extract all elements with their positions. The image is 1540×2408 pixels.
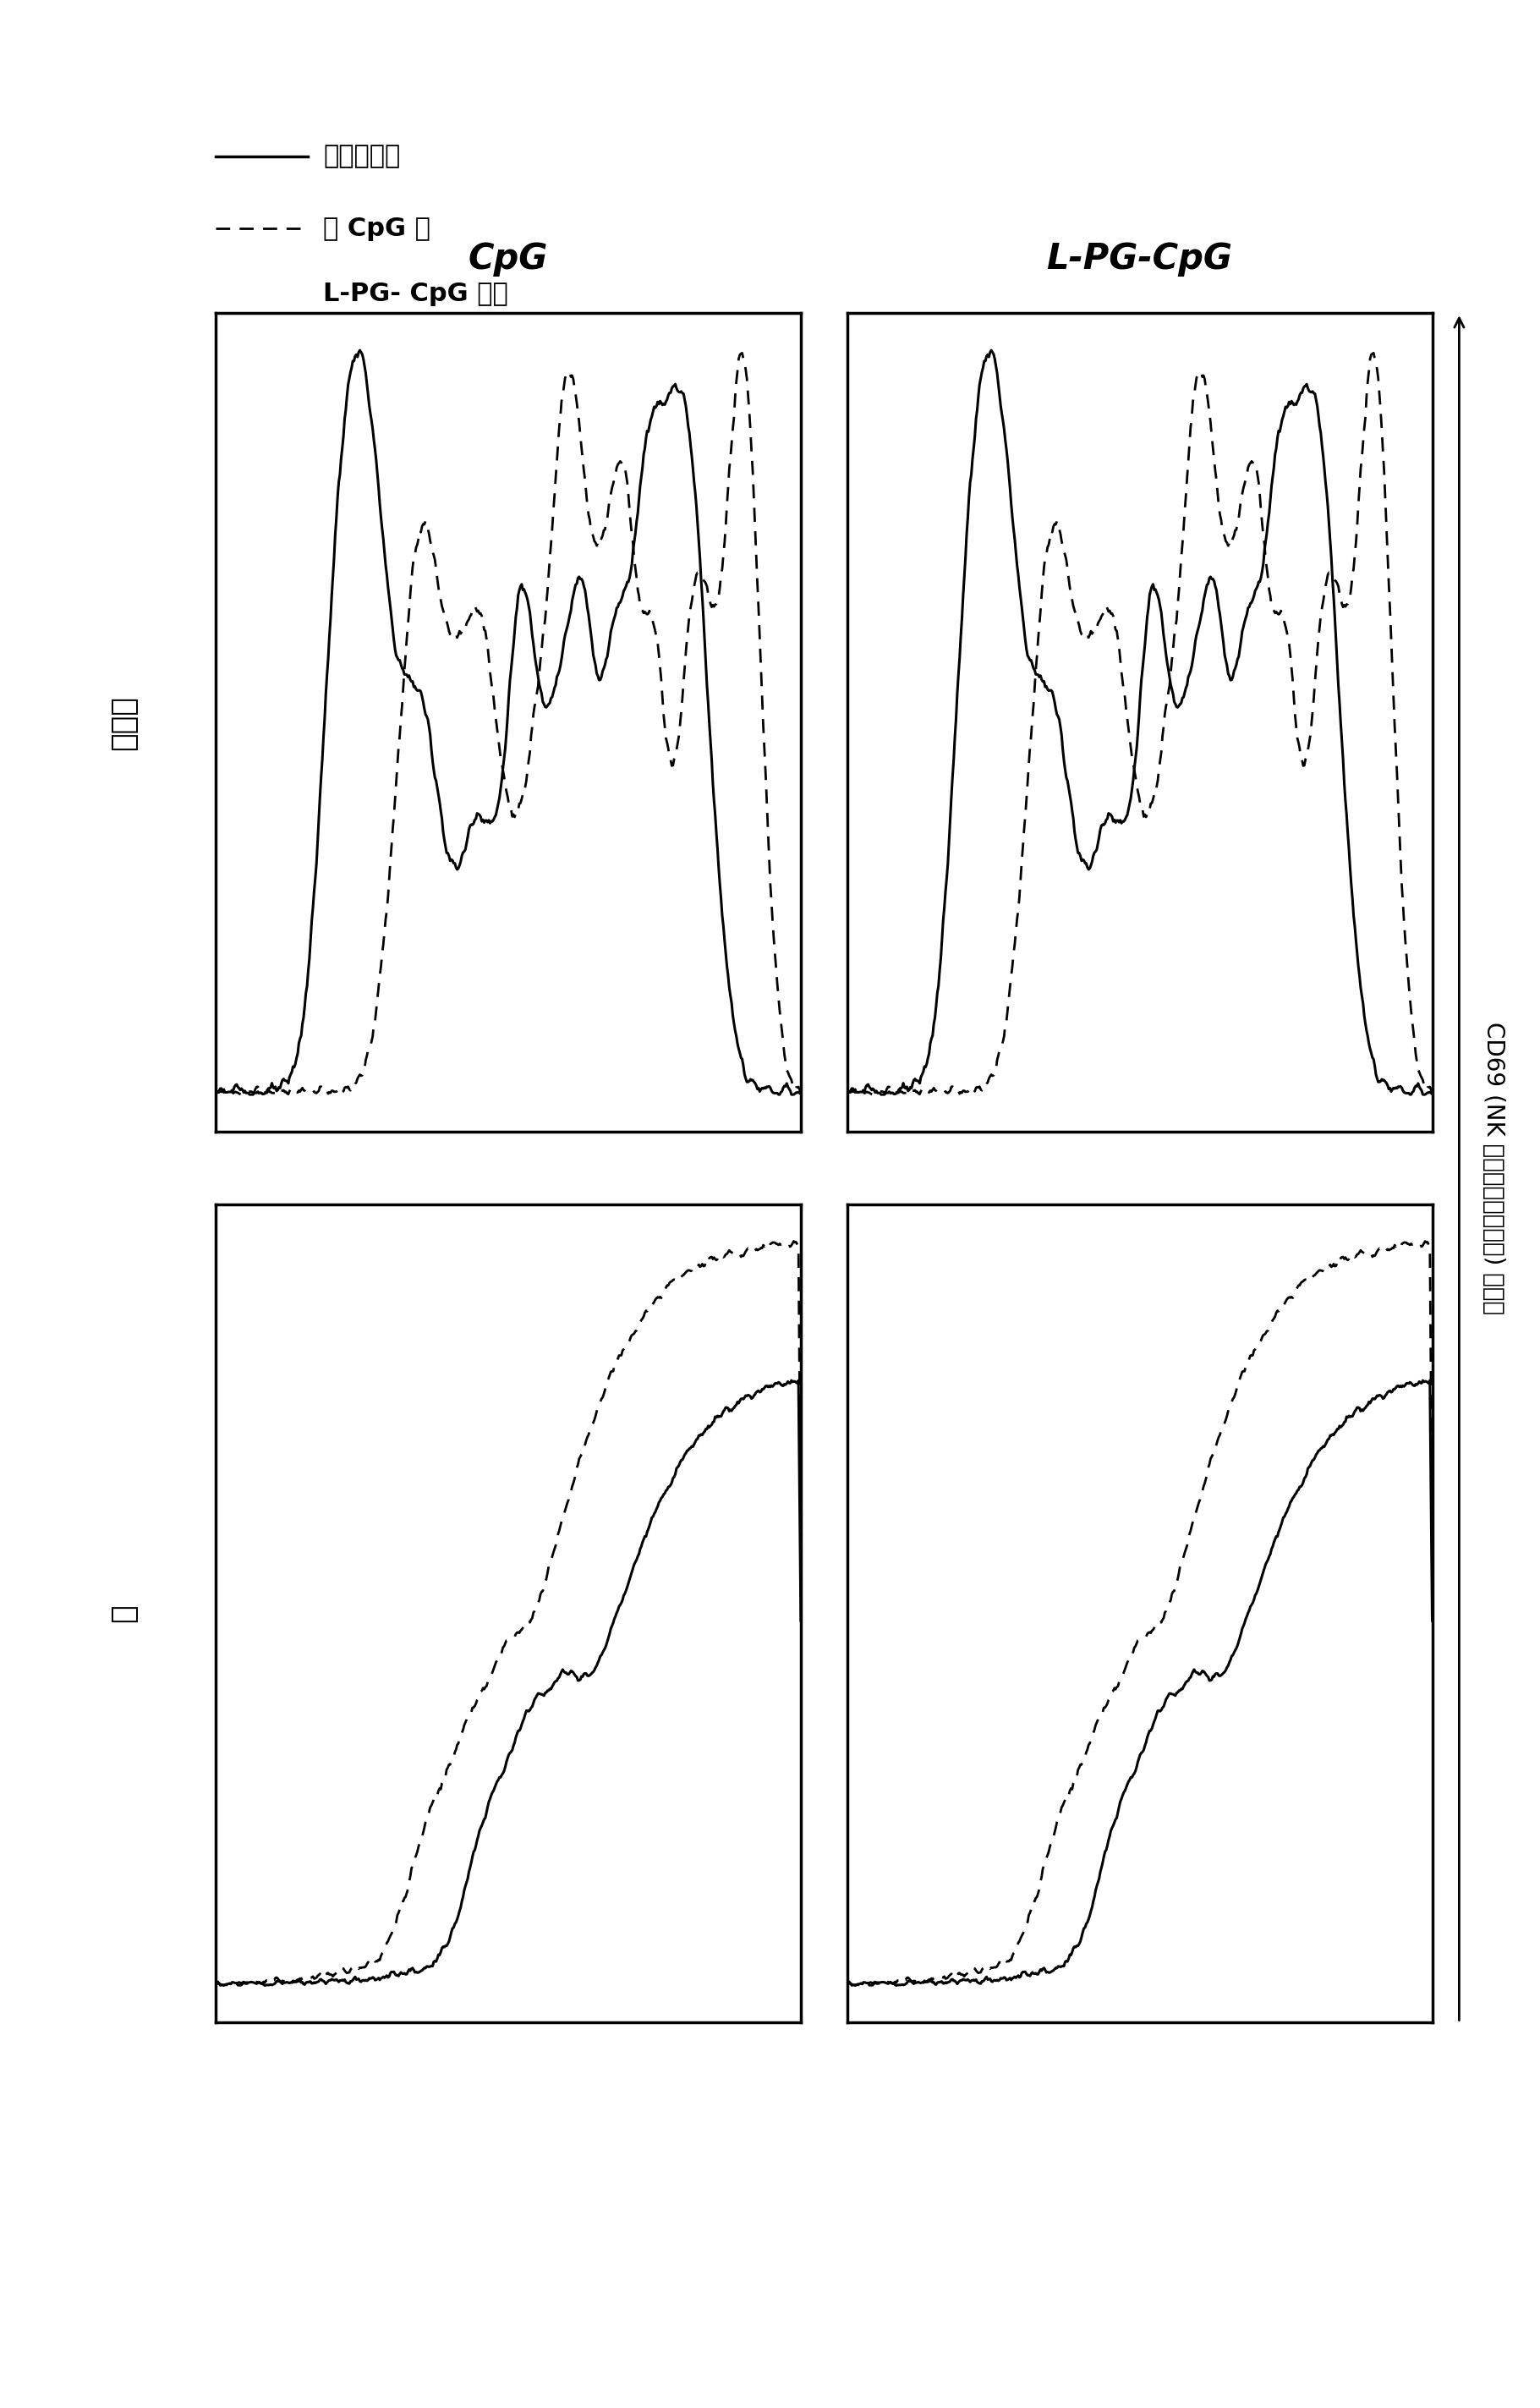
Text: CD69 (NK 细胞的激活标志物) 的表达: CD69 (NK 细胞的激活标志物) 的表达 — [1481, 1021, 1506, 1315]
Text: 脾: 脾 — [109, 1604, 137, 1623]
Text: 肿瘾内: 肿瘾内 — [109, 696, 137, 749]
Text: 无处理对照: 无处理对照 — [323, 144, 400, 169]
Text: L-PG- CpG 处理: L-PG- CpG 处理 — [323, 282, 508, 306]
Text: L-PG-CpG: L-PG-CpG — [1047, 241, 1232, 277]
Text: 用 CpG 或: 用 CpG 或 — [323, 217, 431, 241]
Text: CpG: CpG — [468, 241, 548, 277]
